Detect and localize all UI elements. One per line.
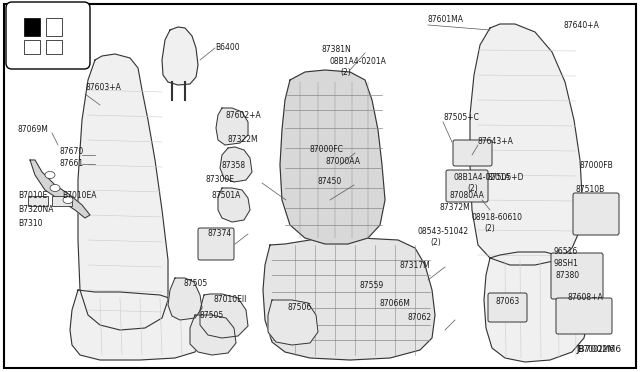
Text: 87505: 87505 xyxy=(200,311,224,321)
FancyBboxPatch shape xyxy=(198,228,234,260)
Polygon shape xyxy=(168,278,202,320)
Polygon shape xyxy=(484,252,588,362)
Text: 87603+A: 87603+A xyxy=(85,83,121,93)
Text: (2): (2) xyxy=(467,185,477,193)
Text: 87358: 87358 xyxy=(222,160,246,170)
Text: B7010E: B7010E xyxy=(18,190,47,199)
Text: 87000FC: 87000FC xyxy=(310,145,344,154)
Text: (2): (2) xyxy=(484,224,495,234)
Text: 87643+A: 87643+A xyxy=(478,138,514,147)
Text: 87063: 87063 xyxy=(496,298,520,307)
Text: 87670: 87670 xyxy=(60,148,84,157)
Bar xyxy=(46,40,62,54)
Text: 87000AA: 87000AA xyxy=(326,157,361,167)
Text: (2): (2) xyxy=(340,67,351,77)
Bar xyxy=(46,18,62,36)
Polygon shape xyxy=(216,108,248,145)
Bar xyxy=(24,18,40,36)
Text: (2): (2) xyxy=(430,238,441,247)
Text: 08B1A4-0201A: 08B1A4-0201A xyxy=(454,173,511,183)
Text: 08B1A4-0201A: 08B1A4-0201A xyxy=(330,58,387,67)
Text: 87010EII: 87010EII xyxy=(214,295,248,305)
Bar xyxy=(52,196,72,206)
Text: 87322M: 87322M xyxy=(228,135,259,144)
Text: 87000FB: 87000FB xyxy=(580,160,614,170)
FancyBboxPatch shape xyxy=(556,298,612,334)
Text: 87602+A: 87602+A xyxy=(225,110,260,119)
Ellipse shape xyxy=(45,171,55,179)
Polygon shape xyxy=(70,290,200,360)
Polygon shape xyxy=(470,24,582,265)
Text: 87380: 87380 xyxy=(556,270,580,279)
Polygon shape xyxy=(220,147,252,182)
Text: 87601MA: 87601MA xyxy=(428,16,464,25)
Text: B7010EA: B7010EA xyxy=(62,190,97,199)
Polygon shape xyxy=(280,70,385,244)
Text: 87608+A: 87608+A xyxy=(567,294,603,302)
Text: 87506: 87506 xyxy=(288,304,312,312)
Polygon shape xyxy=(200,294,248,338)
Text: 98SH1: 98SH1 xyxy=(554,259,579,267)
FancyBboxPatch shape xyxy=(488,293,527,322)
Text: 87374: 87374 xyxy=(208,228,232,237)
Polygon shape xyxy=(218,188,250,222)
Polygon shape xyxy=(190,315,236,355)
Ellipse shape xyxy=(63,196,73,203)
Text: 87640+A: 87640+A xyxy=(563,22,599,31)
Polygon shape xyxy=(263,238,435,360)
Text: 87505+C: 87505+C xyxy=(443,113,479,122)
FancyBboxPatch shape xyxy=(446,170,488,202)
Polygon shape xyxy=(268,300,318,345)
FancyBboxPatch shape xyxy=(573,193,619,235)
Text: 87317M: 87317M xyxy=(400,260,431,269)
Text: 08543-51042: 08543-51042 xyxy=(418,228,469,237)
Text: 87381N: 87381N xyxy=(321,45,351,55)
Text: 87661: 87661 xyxy=(60,158,84,167)
Text: B6400: B6400 xyxy=(215,44,239,52)
Text: 87505+D: 87505+D xyxy=(487,173,524,183)
FancyBboxPatch shape xyxy=(6,2,90,69)
Text: 87069M: 87069M xyxy=(18,125,49,135)
Polygon shape xyxy=(78,54,168,330)
Text: 87372M: 87372M xyxy=(440,203,471,212)
Text: 87505: 87505 xyxy=(183,279,207,289)
Text: 87300E: 87300E xyxy=(205,176,234,185)
Text: 87450: 87450 xyxy=(318,177,342,186)
Text: 87510B: 87510B xyxy=(575,186,604,195)
FancyBboxPatch shape xyxy=(551,253,603,299)
Ellipse shape xyxy=(50,185,60,192)
Text: B7310: B7310 xyxy=(18,219,42,228)
Text: 08918-60610: 08918-60610 xyxy=(472,214,523,222)
Text: JB7002M6: JB7002M6 xyxy=(576,346,621,355)
Polygon shape xyxy=(162,27,198,85)
Text: B7320NA: B7320NA xyxy=(18,205,54,215)
Bar xyxy=(28,196,48,206)
Polygon shape xyxy=(30,160,90,218)
Text: 87559: 87559 xyxy=(360,280,384,289)
Text: 87501A: 87501A xyxy=(212,192,241,201)
Text: JB7002M6: JB7002M6 xyxy=(576,346,614,355)
Text: 87062: 87062 xyxy=(408,314,432,323)
Text: 96516: 96516 xyxy=(554,247,579,257)
Text: 87080AA: 87080AA xyxy=(450,192,485,201)
Bar xyxy=(24,40,40,54)
FancyBboxPatch shape xyxy=(453,140,492,166)
Text: 87066M: 87066M xyxy=(380,298,411,308)
